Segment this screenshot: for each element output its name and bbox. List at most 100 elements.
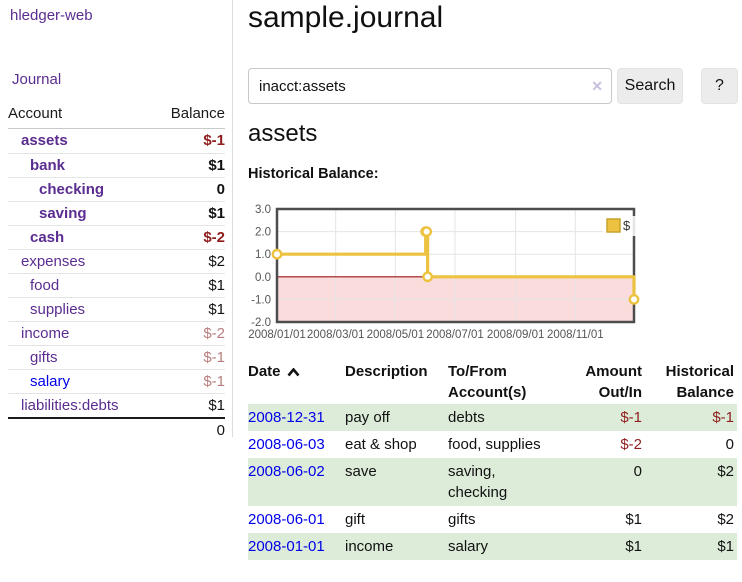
account-balance: $1: [208, 204, 225, 222]
transaction-row: 2008-06-02 save saving, checking 0 $2: [248, 458, 737, 506]
register-header-row: Date Description To/From Account(s) Amou…: [248, 361, 737, 404]
account-balance: $1: [208, 156, 225, 174]
account-balance: $1: [208, 396, 225, 414]
account-link-bank[interactable]: bank: [30, 156, 66, 174]
account-balance: $2: [208, 252, 225, 270]
account-link-saving[interactable]: saving: [39, 204, 87, 222]
svg-text:2008/09/01: 2008/09/01: [487, 329, 545, 341]
transaction-date-link[interactable]: 2008-12-31: [248, 409, 325, 426]
account-row-liabilities-debts: liabilities:debts $1: [8, 393, 225, 417]
transaction-balance: $-1: [712, 409, 734, 426]
account-row-expenses: expenses $2: [8, 249, 225, 273]
register-body: 2008-12-31 pay off debts $-1 $-1 2008-06…: [248, 404, 737, 560]
transaction-amount: $1: [625, 511, 642, 528]
svg-text:2.0: 2.0: [255, 227, 271, 239]
search-button[interactable]: Search: [617, 68, 683, 104]
account-balance: 0: [216, 180, 225, 198]
account-balance: $-1: [203, 132, 225, 149]
register-header-balance: Historical Balance: [665, 363, 734, 401]
search-input[interactable]: [248, 68, 612, 104]
clear-search-icon[interactable]: ✕: [591, 78, 603, 94]
svg-text:$: $: [623, 218, 631, 233]
help-button[interactable]: ?: [701, 68, 738, 104]
transaction-balance: $2: [717, 463, 734, 480]
svg-text:3.0: 3.0: [255, 204, 271, 216]
sidebar: hledger-web Journal Account Balance asse…: [0, 0, 233, 439]
account-link-assets[interactable]: assets: [21, 132, 68, 149]
transaction-accounts: salary: [448, 538, 489, 555]
page-title: sample.journal: [248, 1, 444, 34]
accounts-total: 0: [8, 417, 225, 441]
app-title-link[interactable]: hledger-web: [10, 7, 93, 24]
account-link-liabilities-debts[interactable]: liabilities:debts: [21, 396, 119, 414]
account-link-cash[interactable]: cash: [30, 228, 65, 246]
account-link-gifts[interactable]: gifts: [30, 348, 58, 366]
svg-text:2008/07/01: 2008/07/01: [426, 329, 484, 341]
transaction-amount: $1: [625, 538, 642, 555]
svg-text:2008/01/01: 2008/01/01: [248, 329, 306, 341]
account-balance: $1: [208, 300, 225, 318]
transaction-amount: $-2: [620, 436, 642, 453]
account-row-assets: assets $-1: [8, 129, 225, 153]
transaction-accounts: gifts: [448, 511, 476, 528]
accounts-table-header: Account Balance: [8, 102, 225, 129]
transaction-accounts: saving, checking: [448, 463, 508, 501]
account-balance: $-1: [203, 348, 225, 366]
transaction-balance: $1: [717, 538, 734, 555]
register-header-date[interactable]: Date: [248, 361, 345, 403]
transaction-description: eat & shop: [345, 436, 417, 453]
account-row-income: income $-2: [8, 321, 225, 345]
sidebar-item-journal[interactable]: Journal: [12, 71, 62, 88]
account-row-supplies: supplies $1: [8, 297, 225, 321]
chart-legend: $: [603, 216, 637, 236]
account-row-checking: checking 0: [8, 177, 225, 201]
sort-ascending-icon: [287, 367, 300, 376]
register-header-amount: Amount Out/In: [585, 363, 642, 401]
search-bar: ✕ Search ?: [248, 68, 742, 104]
account-balance: $-1: [203, 372, 225, 390]
historical-balance-chart: 3.0 2.0 1.0 0.0 -1.0 -2.0 2008/01/01 2008/03/01…: [243, 203, 737, 347]
svg-text:2008/05/01: 2008/05/01: [367, 329, 425, 341]
account-row-bank: bank $1: [8, 153, 225, 177]
register-header-tofrom: To/From Account(s): [448, 363, 527, 401]
accounts-header-account: Account: [8, 105, 63, 122]
svg-text:2008/11/01: 2008/11/01: [547, 329, 604, 341]
account-heading: assets: [248, 120, 318, 147]
main-content: sample.journal ✕ Search ? assets Histori…: [248, 0, 742, 582]
transaction-accounts: food, supplies: [448, 436, 541, 453]
account-balance: $-2: [203, 228, 225, 246]
svg-text:-1.0: -1.0: [251, 294, 271, 306]
account-row-gifts: gifts $-1: [8, 345, 225, 369]
account-link-salary[interactable]: salary: [30, 372, 71, 390]
transaction-description: gift: [345, 511, 366, 528]
transaction-balance: 0: [725, 436, 734, 453]
svg-text:2008/03/01: 2008/03/01: [307, 329, 365, 341]
account-balance: $-2: [203, 324, 225, 342]
svg-text:0.0: 0.0: [255, 272, 271, 284]
accounts-table: Account Balance assets $-1 bank $1 check…: [8, 102, 225, 441]
account-link-supplies[interactable]: supplies: [30, 300, 86, 318]
accounts-header-balance: Balance: [170, 105, 225, 122]
transaction-date-link[interactable]: 2008-06-03: [248, 436, 325, 453]
transaction-row: 2008-01-01 income salary $1 $1: [248, 533, 737, 560]
transaction-date-link[interactable]: 2008-01-01: [248, 538, 325, 555]
account-link-expenses[interactable]: expenses: [21, 252, 86, 270]
register-header-description: Description: [345, 363, 428, 380]
transaction-row: 2008-12-31 pay off debts $-1 $-1: [248, 404, 737, 431]
transaction-description: save: [345, 463, 377, 480]
account-link-income[interactable]: income: [21, 324, 70, 342]
account-row-salary: salary $-1: [8, 369, 225, 393]
account-row-saving: saving $1: [8, 201, 225, 225]
transaction-amount: 0: [633, 463, 642, 480]
account-row-cash: cash $-2: [8, 225, 225, 249]
transaction-date-link[interactable]: 2008-06-01: [248, 511, 325, 528]
account-link-checking[interactable]: checking: [39, 180, 105, 198]
transaction-accounts: debts: [448, 409, 485, 426]
transaction-date-link[interactable]: 2008-06-02: [248, 463, 325, 480]
transaction-row: 2008-06-03 eat & shop food, supplies $-2…: [248, 431, 737, 458]
account-row-food: food $1: [8, 273, 225, 297]
transaction-balance: $2: [717, 511, 734, 528]
transaction-description: pay off: [345, 409, 390, 426]
account-link-food[interactable]: food: [30, 276, 60, 294]
